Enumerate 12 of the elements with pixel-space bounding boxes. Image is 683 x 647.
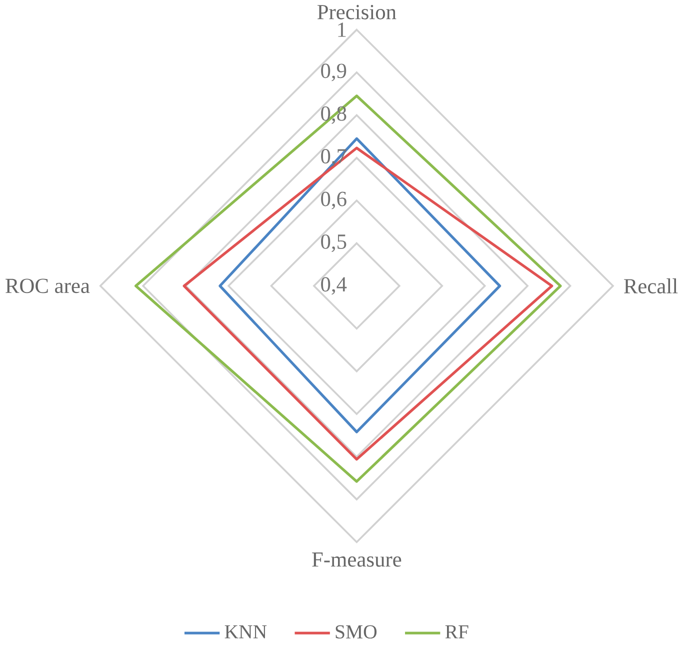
spoke-label: Precision bbox=[317, 4, 396, 20]
spoke-label: F-measure bbox=[312, 552, 402, 567]
y-tick-label: 0,9 bbox=[321, 63, 346, 81]
y-tick-label: 1 bbox=[338, 22, 346, 37]
spoke-label: Recall bbox=[624, 278, 678, 294]
legend-label: KNN bbox=[224, 625, 267, 638]
legend-label: SMO bbox=[336, 625, 377, 638]
spoke-label: ROC area bbox=[6, 278, 90, 293]
y-tick-label: 0,4 bbox=[321, 276, 347, 294]
y-tick-label: 0,6 bbox=[321, 192, 346, 210]
y-tick-label: 0,5 bbox=[321, 234, 346, 252]
legend-label: RF bbox=[445, 625, 468, 638]
